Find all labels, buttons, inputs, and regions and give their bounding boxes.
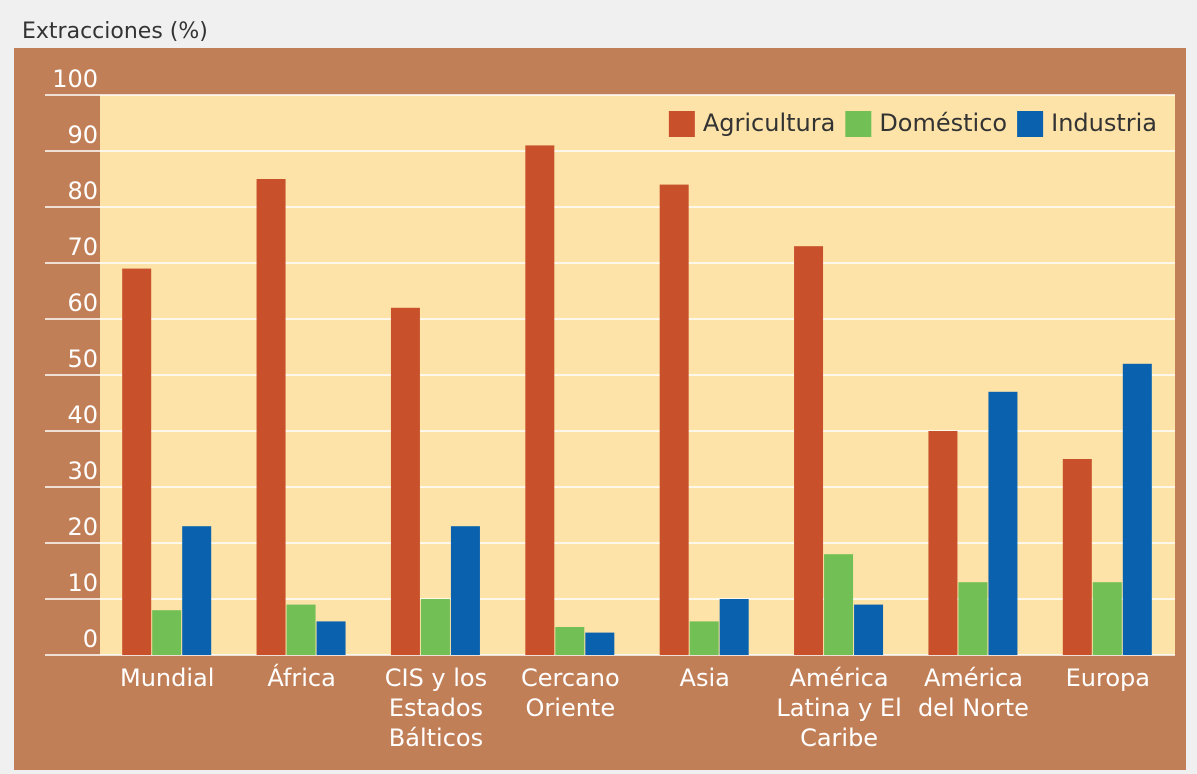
y-tick-label: 40 xyxy=(67,401,98,429)
x-tick-label: CIS y los Estados Bálticos xyxy=(384,664,488,752)
bar xyxy=(1122,363,1152,655)
y-tick-label: 60 xyxy=(67,289,98,317)
bar xyxy=(958,582,988,655)
bar xyxy=(122,268,152,655)
y-tick-label: 10 xyxy=(67,569,98,597)
y-tick-label: 90 xyxy=(67,121,98,149)
bar xyxy=(182,526,212,655)
x-tick-label: África xyxy=(267,664,336,692)
bar xyxy=(988,391,1018,655)
legend-swatch xyxy=(668,111,695,137)
y-tick-label: 70 xyxy=(67,233,98,261)
bar xyxy=(555,627,585,655)
x-tick-label: Asia xyxy=(679,664,730,692)
bar xyxy=(450,526,480,655)
y-tick-label: 30 xyxy=(67,457,98,485)
bar xyxy=(585,632,615,655)
y-tick-label: 0 xyxy=(83,625,98,653)
bar xyxy=(152,610,182,655)
bar xyxy=(1062,459,1092,655)
y-tick-label: 80 xyxy=(67,177,98,205)
x-tick-label: Mundial xyxy=(119,664,215,692)
bar xyxy=(1092,582,1122,655)
bar xyxy=(256,179,286,655)
chart-title: Extracciones (%) xyxy=(22,19,208,44)
bar xyxy=(390,307,420,655)
x-tick-label: Cercano Oriente xyxy=(520,664,620,722)
bar xyxy=(854,604,884,655)
bar xyxy=(420,599,450,655)
y-tick-label: 20 xyxy=(67,513,98,541)
bar xyxy=(659,184,689,655)
legend-swatch xyxy=(845,111,872,137)
y-tick-label: 50 xyxy=(67,345,98,373)
bar xyxy=(286,604,316,655)
legend-swatch xyxy=(1017,111,1044,137)
bar xyxy=(525,145,555,655)
bar xyxy=(689,621,719,655)
bar xyxy=(316,621,346,655)
x-tick-label: Europa xyxy=(1065,664,1150,692)
bar xyxy=(928,431,958,655)
legend-label: Agricultura xyxy=(703,109,835,137)
legend-label: Doméstico xyxy=(879,109,1007,137)
bar xyxy=(794,246,824,655)
legend-label: Industria xyxy=(1051,109,1157,137)
bar xyxy=(824,554,854,655)
bar xyxy=(719,599,749,655)
x-tick-label: América Latina y El Caribe xyxy=(776,664,902,752)
x-tick-label: América del Norte xyxy=(917,664,1029,722)
y-tick-label: 100 xyxy=(52,65,98,93)
